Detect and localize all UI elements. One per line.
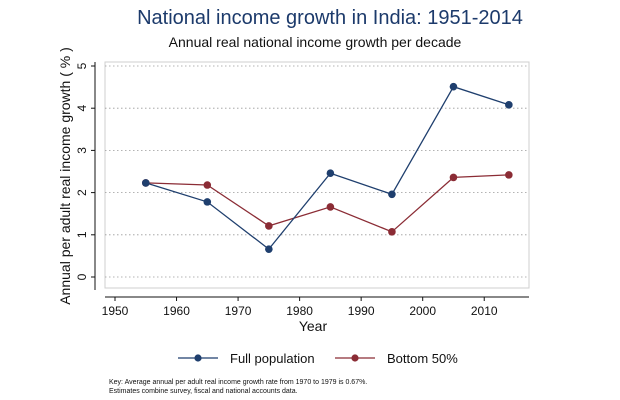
data-point-bottom-50 <box>388 228 396 236</box>
chart-title: National income growth in India: 1951-20… <box>137 7 523 29</box>
key-note: Key: Average annual per adult real incom… <box>109 379 367 386</box>
data-point-full-population <box>265 245 273 253</box>
series-layer <box>141 82 513 253</box>
axes <box>94 62 529 298</box>
data-point-full-population <box>141 179 150 187</box>
x-tick-label: 2010 <box>471 304 498 318</box>
x-tick-label: 1950 <box>102 304 129 318</box>
data-point-full-population <box>505 101 513 109</box>
y-tick-label: 1 <box>75 231 89 238</box>
x-tick-label: 1970 <box>225 304 252 318</box>
y-tick-label: 2 <box>75 189 89 196</box>
x-tick-label: 1990 <box>348 304 375 318</box>
x-tick-label: 1960 <box>163 304 190 318</box>
series-full-population <box>141 82 513 253</box>
series-bottom-50 <box>141 171 513 236</box>
legend-marker-bottom-50 <box>351 354 359 362</box>
x-ticks: 1950 1960 1970 1980 1990 2000 2010 <box>102 297 498 318</box>
data-point-bottom-50 <box>265 222 273 230</box>
data-point-full-population <box>388 190 396 199</box>
y-axis-label: Annual per adult real income growth ( % … <box>57 47 73 305</box>
x-axis-label: Year <box>299 318 328 334</box>
data-point-bottom-50 <box>326 203 335 211</box>
y-ticks: 0 1 2 3 4 5 <box>75 62 95 280</box>
estimates-note: Estimates combine survey, fiscal and nat… <box>109 388 298 395</box>
legend-label-bottom-50: Bottom 50% <box>387 351 458 366</box>
legend-label-full-population: Full population <box>230 351 315 366</box>
legend-marker-full-population <box>194 354 202 362</box>
data-point-bottom-50 <box>449 173 458 182</box>
x-tick-label: 1980 <box>286 304 313 318</box>
y-tick-label: 5 <box>75 62 89 69</box>
data-point-bottom-50 <box>203 181 212 189</box>
data-point-full-population <box>326 169 335 177</box>
y-tick-label: 4 <box>75 105 89 112</box>
y-tick-label: 0 <box>75 273 89 280</box>
legend: Full population Bottom 50% <box>178 351 458 366</box>
y-tick-label: 3 <box>75 147 89 154</box>
data-point-full-population <box>203 198 212 206</box>
plot-area <box>104 61 530 289</box>
chart-subtitle: Annual real national income growth per d… <box>169 34 462 50</box>
x-tick-label: 2000 <box>409 304 436 318</box>
data-point-full-population <box>449 82 458 91</box>
gridlines <box>105 65 529 278</box>
data-point-bottom-50 <box>505 171 513 179</box>
